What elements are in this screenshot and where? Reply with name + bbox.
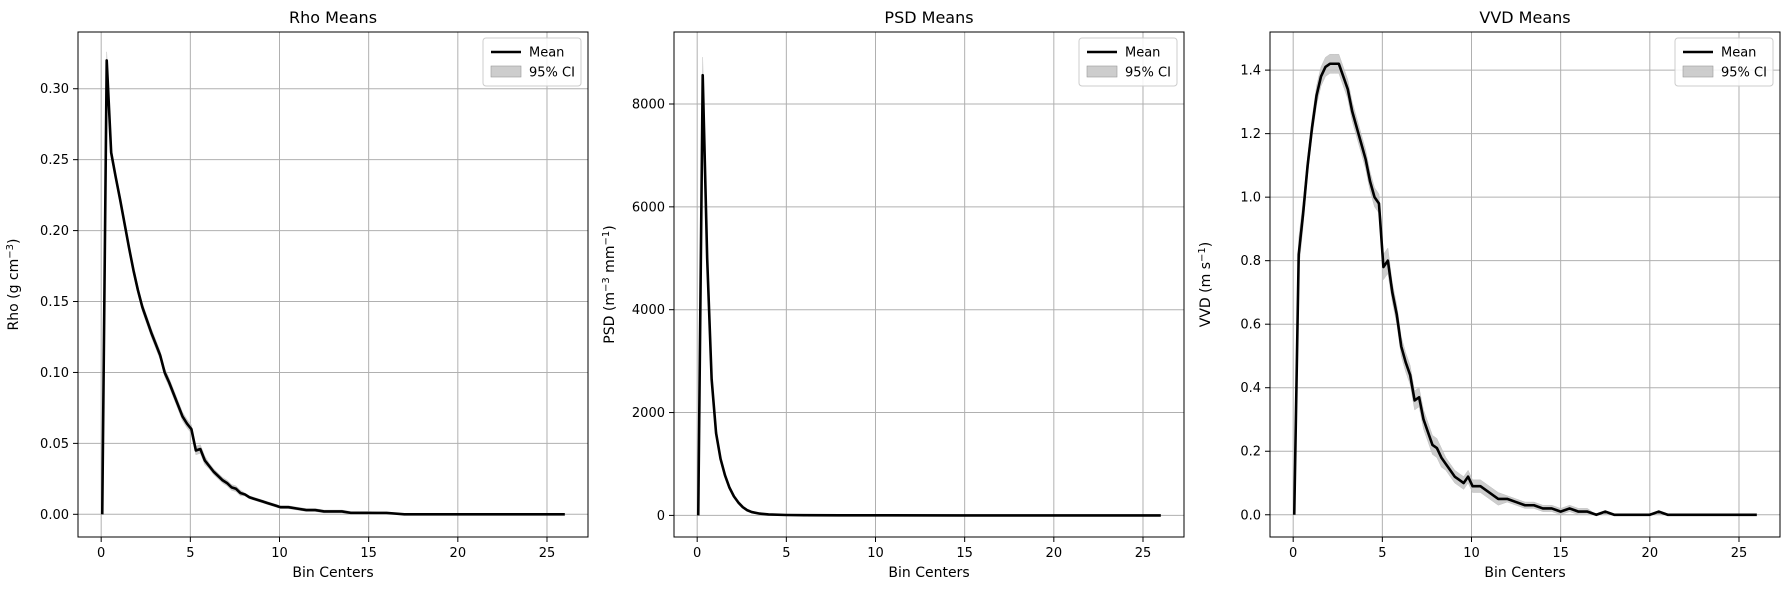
y-tick-label: 0.4 — [1240, 381, 1261, 396]
ci-band — [698, 57, 1161, 516]
chart-title: VVD Means — [1479, 8, 1570, 27]
x-tick-label: 0 — [1289, 546, 1297, 561]
x-tick-label: 15 — [1552, 546, 1569, 561]
x-tick-label: 10 — [271, 546, 288, 561]
x-tick-label: 15 — [360, 546, 377, 561]
legend: Mean 95% CI — [1078, 37, 1178, 87]
chart-panel-2: 0 5 10 15 20 25 0 2000 4000 6000 8000 PSD Means Bin … — [601, 8, 1185, 581]
y-tick-label: 1.4 — [1240, 64, 1261, 79]
x-axis-label: Bin Centers — [888, 565, 969, 581]
legend: Mean 95% CI — [1674, 37, 1774, 87]
chart-panel-1: 0 5 10 15 20 25 0.00 0.05 0.10 0.15 0.20 0.25 0.30 Rh… — [5, 8, 589, 581]
legend-ci-label: 95% CI — [1125, 66, 1171, 81]
x-tick-label: 20 — [1046, 546, 1063, 561]
y-tick-label: 0.8 — [1240, 254, 1261, 269]
x-tick-label: 10 — [1463, 546, 1480, 561]
x-tick-label: 0 — [693, 546, 701, 561]
axes-frame — [77, 31, 589, 538]
legend-ci-swatch — [490, 65, 522, 78]
x-tick-label: 25 — [1731, 546, 1748, 561]
x-tick-label: 5 — [1378, 546, 1386, 561]
chart-panel-3: 0 5 10 15 20 25 0.0 0.2 0.4 0.6 0.8 1.0 1.2 1.4 VVD Me… — [1197, 8, 1781, 581]
legend: Mean 95% CI — [482, 37, 582, 87]
x-tick-label: 20 — [1642, 546, 1659, 561]
legend-ci-label: 95% CI — [1721, 66, 1767, 81]
x-axis-label: Bin Centers — [292, 565, 373, 581]
axes-frame — [673, 31, 1185, 538]
y-axis-label: VVD (m s−1) — [1197, 242, 1215, 327]
y-tick-label: 0.25 — [40, 153, 69, 168]
y-tick-label: 0.05 — [40, 437, 69, 452]
legend-ci-swatch — [1682, 65, 1714, 78]
legend-mean-label: Mean — [1721, 46, 1756, 61]
chart-title: PSD Means — [884, 8, 973, 27]
y-tick-label: 0.10 — [40, 366, 69, 381]
y-tick-label: 0.0 — [1240, 508, 1261, 523]
x-tick-label: 20 — [450, 546, 467, 561]
legend-mean-label: Mean — [529, 46, 564, 61]
mean-line — [696, 73, 1161, 517]
x-tick-label: 25 — [539, 546, 556, 561]
legend-mean-label: Mean — [1125, 46, 1160, 61]
y-tick-label: 6000 — [632, 200, 665, 215]
y-axis-label: PSD (m−3 mm−1) — [601, 225, 619, 343]
y-tick-label: 0.6 — [1240, 318, 1261, 333]
y-tick-label: 0 — [657, 509, 665, 524]
y-tick-label: 8000 — [632, 97, 665, 112]
y-tick-label: 2000 — [632, 406, 665, 421]
chart-title: Rho Means — [289, 8, 377, 27]
x-tick-label: 15 — [956, 546, 973, 561]
legend-ci-swatch — [1086, 65, 1118, 78]
ci-band — [1294, 53, 1757, 516]
y-tick-label: 1.0 — [1240, 191, 1261, 206]
x-axis-label: Bin Centers — [1484, 565, 1565, 581]
x-tick-label: 5 — [186, 546, 194, 561]
mean-line — [1292, 62, 1757, 517]
legend-ci-label: 95% CI — [529, 66, 575, 81]
x-tick-label: 0 — [97, 546, 105, 561]
y-tick-label: 0.00 — [40, 508, 69, 523]
y-tick-label: 0.30 — [40, 82, 69, 97]
y-tick-label: 0.20 — [40, 224, 69, 239]
y-axis-label: Rho (g cm−3) — [5, 239, 23, 331]
axes-frame — [1269, 31, 1781, 538]
ci-band — [102, 51, 565, 515]
y-tick-label: 0.15 — [40, 295, 69, 310]
y-tick-label: 4000 — [632, 303, 665, 318]
mean-line — [100, 59, 565, 516]
y-tick-label: 1.2 — [1240, 127, 1261, 142]
x-tick-label: 5 — [782, 546, 790, 561]
y-tick-label: 0.2 — [1240, 445, 1261, 460]
x-tick-label: 25 — [1135, 546, 1152, 561]
x-tick-label: 10 — [867, 546, 884, 561]
